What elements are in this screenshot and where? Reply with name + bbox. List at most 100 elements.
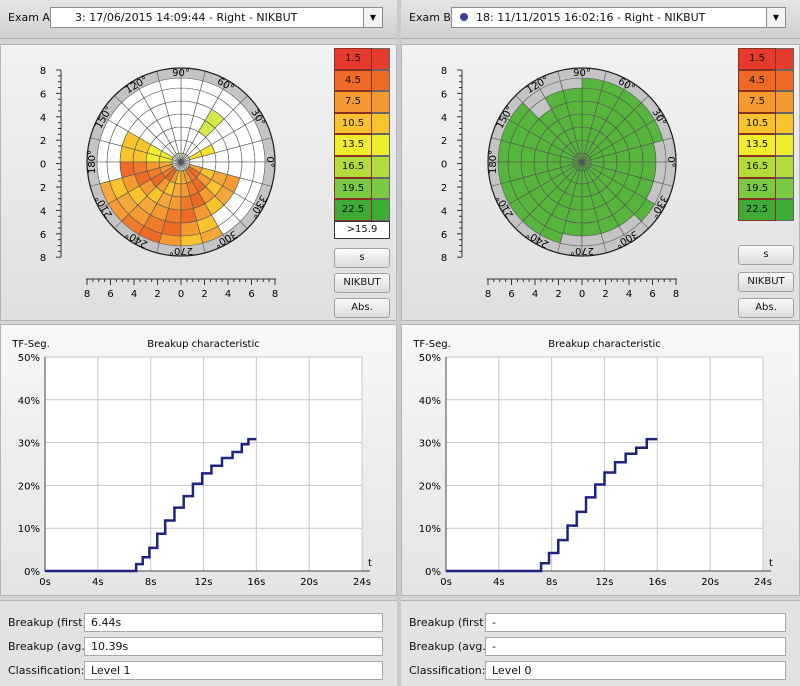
polar-y-tick-label: 2: [40, 183, 46, 194]
polar-x-tick-label: 4: [131, 289, 137, 300]
polar-x-tick-label: 4: [225, 289, 231, 300]
exam-b-marker-icon: [460, 13, 468, 21]
breakup-avg-label: Breakup (avg.):: [8, 640, 93, 653]
unit-s-button[interactable]: s: [334, 248, 390, 268]
exam-a-select[interactable]: 3: 17/06/2015 14:09:44 - Right - NIKBUT …: [50, 7, 383, 28]
scale-cell: 22.5: [738, 199, 776, 221]
scale-cell: 13.5: [738, 134, 776, 156]
polar-x-tick-label: 8: [272, 289, 278, 300]
chart-x-tick-label: 4s: [92, 577, 104, 588]
scale-cell: 1.5: [738, 48, 776, 70]
polar-x-tick-label: 8: [673, 289, 679, 300]
nikbut-button[interactable]: NIKBUT: [738, 272, 794, 292]
chart-x-tick-label: 8s: [546, 577, 558, 588]
polar-cell: [161, 220, 182, 237]
exam-a-polar-map: 90°60°30°0°330°300°270°240°210°180°150°1…: [40, 66, 278, 300]
scale-cell: 7.5: [738, 91, 776, 113]
scale-cell: 10.5: [334, 112, 372, 135]
polar-y-tick-label: 6: [40, 230, 46, 241]
chart-series-line: [446, 437, 658, 573]
polar-angle-label: 270°: [570, 245, 594, 256]
breakup-first-field: -: [485, 613, 786, 632]
exam-a-label: Exam A:: [8, 11, 54, 24]
polar-angle-label: 270°: [169, 245, 193, 256]
chart-y-tick-label: 40%: [18, 396, 40, 407]
chart-y-tick-label: 0%: [425, 567, 441, 578]
scale-extension: [776, 48, 794, 221]
polar-angle-label: 180°: [87, 150, 98, 174]
abs-button[interactable]: Abs.: [334, 298, 390, 318]
polar-y-tick-label: 4: [40, 206, 46, 217]
exam-a-breakup-chart: 0s 4s 8s 12s 16s 20s 24s 0% 10% 20% 30% 40% 50% TF-Se…: [11, 339, 372, 588]
dropdown-arrow-icon[interactable]: ▼: [766, 8, 785, 27]
scale-cell: 19.5: [738, 177, 776, 200]
polar-cell: [106, 142, 123, 163]
polar-x-tick-label: 0: [178, 289, 184, 300]
exam-b-select[interactable]: 18: 11/11/2015 16:02:16 - Right - NIKBUT…: [451, 7, 786, 28]
chart-x-tick-label: 4s: [493, 577, 505, 588]
chart-y-tick-label: 40%: [419, 396, 441, 407]
chart-x-tick-label: 0s: [440, 577, 452, 588]
polar-angle-label: 0°: [264, 156, 275, 167]
exam-a-info-panel: Breakup (first): 6.44s Breakup (avg.): 1…: [0, 600, 397, 686]
polar-x-tick-label: 6: [107, 289, 113, 300]
polar-y-tick-label: 8: [40, 66, 46, 77]
polar-x-tick-label: 8: [485, 289, 491, 300]
polar-angle-label: 90°: [172, 68, 190, 79]
polar-y-tick-label: 6: [40, 89, 46, 100]
scale-extension: [372, 48, 390, 221]
chart-y-tick-label: 50%: [18, 353, 40, 364]
unit-s-button[interactable]: s: [738, 245, 794, 265]
exam-a-pane: Exam A: 3: 17/06/2015 14:09:44 - Right -…: [0, 0, 397, 686]
polar-x-tick-label: 2: [154, 289, 160, 300]
exam-b-polar-panel: 90° 60° 30° 0° 330° 300° 270° 240° 210° 180° 150° 1…: [401, 44, 800, 321]
scale-cell: 4.5: [738, 69, 776, 92]
exam-b-breakup-chart: 0s 4s 8s 12s 16s 20s 24s 0% 10% 20% 30% 40% 50% TF-Se…: [412, 339, 773, 588]
abs-button[interactable]: Abs.: [738, 298, 794, 318]
polar-y-tick-label: 8: [40, 253, 46, 264]
exam-b-label: Exam B:: [409, 11, 455, 24]
scale-cell: 10.5: [738, 112, 776, 135]
polar-x-tick-label: 0: [579, 289, 585, 300]
classification-label: Classification:: [409, 664, 486, 677]
scale-cell: 22.5: [334, 199, 372, 221]
classification-field: Level 1: [84, 661, 383, 680]
chart-y-tick-label: 0%: [24, 567, 40, 578]
chart-x-label: t: [769, 558, 773, 569]
exam-a-header: Exam A: 3: 17/06/2015 14:09:44 - Right -…: [0, 0, 397, 39]
chart-x-tick-label: 20s: [701, 577, 719, 588]
polar-y-tick-label: 2: [40, 136, 46, 147]
polar-x-tick-label: 6: [508, 289, 514, 300]
polar-y-tick-label: 2: [441, 136, 447, 147]
scale-cell: 16.5: [738, 155, 776, 178]
polar-x-tick-label: 4: [532, 289, 538, 300]
polar-border: [86, 67, 276, 257]
polar-y-tick-label: 0: [441, 160, 447, 171]
nikbut-button[interactable]: NIKBUT: [334, 273, 390, 293]
polar-y-tick-label: 0: [40, 160, 46, 171]
chart-x-tick-label: 12s: [195, 577, 213, 588]
scale-cell: 16.5: [334, 155, 372, 178]
dropdown-arrow-icon[interactable]: ▼: [363, 8, 382, 27]
chart-x-tick-label: 0s: [39, 577, 51, 588]
breakup-first-row: Breakup (first): -: [405, 613, 786, 632]
scale-cell: 13.5: [334, 134, 372, 156]
classification-field: Level 0: [485, 661, 786, 680]
classification-label: Classification:: [8, 664, 85, 677]
chart-x-tick-label: 16s: [247, 577, 265, 588]
chart-x-tick-label: 20s: [300, 577, 318, 588]
scale-cell: 4.5: [334, 69, 372, 92]
polar-y-tick-label: 6: [441, 230, 447, 241]
polar-y-tick-label: 2: [441, 183, 447, 194]
polar-x-tick-label: 2: [201, 289, 207, 300]
breakup-avg-row: Breakup (avg.): 10.39s: [4, 637, 383, 656]
polar-y-tick-label: 8: [441, 253, 447, 264]
polar-x-tick-label: 2: [602, 289, 608, 300]
scale-cell: 7.5: [334, 91, 372, 113]
polar-y-tick-label: 8: [441, 66, 447, 77]
polar-cell: [640, 161, 657, 182]
chart-x-tick-label: 8s: [145, 577, 157, 588]
exam-b-info-panel: Breakup (first): - Breakup (avg.): - Cla…: [401, 600, 800, 686]
chart-series-line: [45, 437, 257, 573]
polar-cell: [239, 161, 256, 182]
